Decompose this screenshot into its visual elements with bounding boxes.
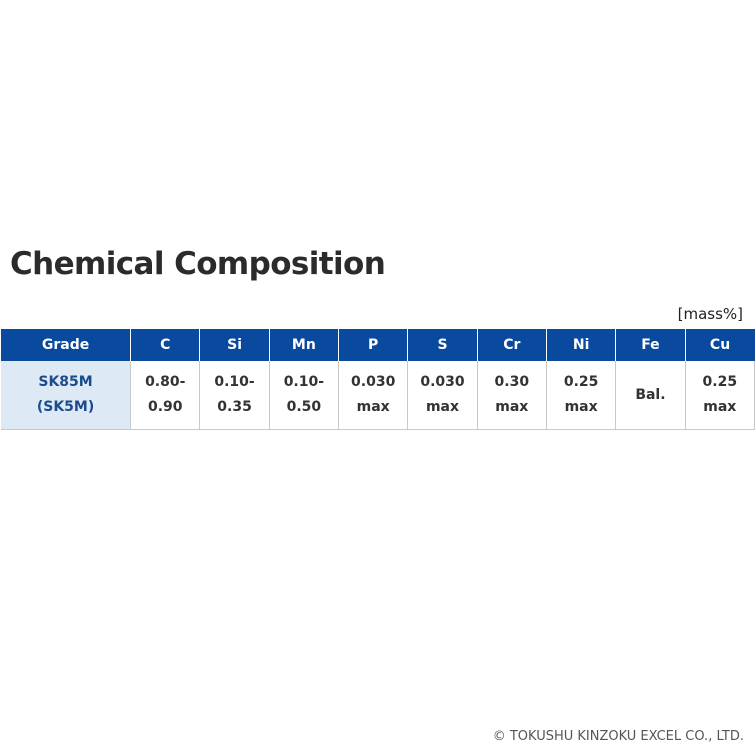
cell-s-line1: 0.030 <box>420 374 465 390</box>
header-c: C <box>130 329 200 361</box>
cell-p: 0.030 max <box>338 361 408 430</box>
grade-cell: SK85M (SK5M) <box>1 361 131 430</box>
grade-name: SK85M <box>38 374 93 390</box>
header-cu: Cu <box>684 329 755 361</box>
cell-p-line2: max <box>356 399 390 415</box>
cell-si: 0.10- 0.35 <box>199 361 270 430</box>
cell-cr: 0.30 max <box>476 361 547 430</box>
header-s: S <box>407 329 478 361</box>
header-fe: Fe <box>615 329 686 361</box>
composition-table: Grade C Si Mn P S Cr Ni Fe Cu SK85M (SK5… <box>1 329 756 430</box>
cell-c: 0.80- 0.90 <box>130 361 200 430</box>
cell-fe: Bal. <box>615 361 686 430</box>
table-row: SK85M (SK5M) 0.80- 0.90 0.10- 0.35 0.10-… <box>1 361 756 430</box>
cell-cr-line2: max <box>495 399 529 415</box>
header-mn: Mn <box>268 329 339 361</box>
cell-si-line2: 0.35 <box>217 399 252 415</box>
cell-cu-line1: 0.25 <box>702 374 738 390</box>
header-p: P <box>338 329 408 361</box>
header-cr: Cr <box>476 329 547 361</box>
cell-mn-line2: 0.50 <box>286 399 322 415</box>
cell-cu: 0.25 max <box>684 361 756 430</box>
cell-ni: 0.25 max <box>545 361 616 430</box>
unit-label: [mass%] <box>677 305 743 323</box>
cell-c-line2: 0.90 <box>147 399 183 415</box>
cell-s: 0.030 max <box>407 361 478 430</box>
cell-cu-line2: max <box>703 399 737 415</box>
table-header-row: Grade C Si Mn P S Cr Ni Fe Cu <box>1 329 755 361</box>
cell-fe-line1: Bal. <box>635 386 666 403</box>
cell-mn-line1: 0.10- <box>283 374 325 390</box>
header-ni: Ni <box>545 329 616 361</box>
header-si: Si <box>199 329 270 361</box>
cell-ni-line2: max <box>564 399 598 415</box>
copyright-footer: © TOKUSHU KINZOKU EXCEL CO., LTD. <box>492 729 744 744</box>
cell-mn: 0.10- 0.50 <box>268 361 339 430</box>
cell-ni-line1: 0.25 <box>563 374 599 390</box>
grade-alias: (SK5M) <box>36 399 95 415</box>
cell-p-line1: 0.030 <box>351 374 396 390</box>
cell-c-line1: 0.80- <box>145 374 186 390</box>
cell-cr-line1: 0.30 <box>494 374 530 390</box>
page-title: Chemical Composition <box>10 246 386 282</box>
cell-s-line2: max <box>425 399 460 415</box>
header-grade: Grade <box>1 329 131 361</box>
cell-si-line1: 0.10- <box>214 374 255 390</box>
